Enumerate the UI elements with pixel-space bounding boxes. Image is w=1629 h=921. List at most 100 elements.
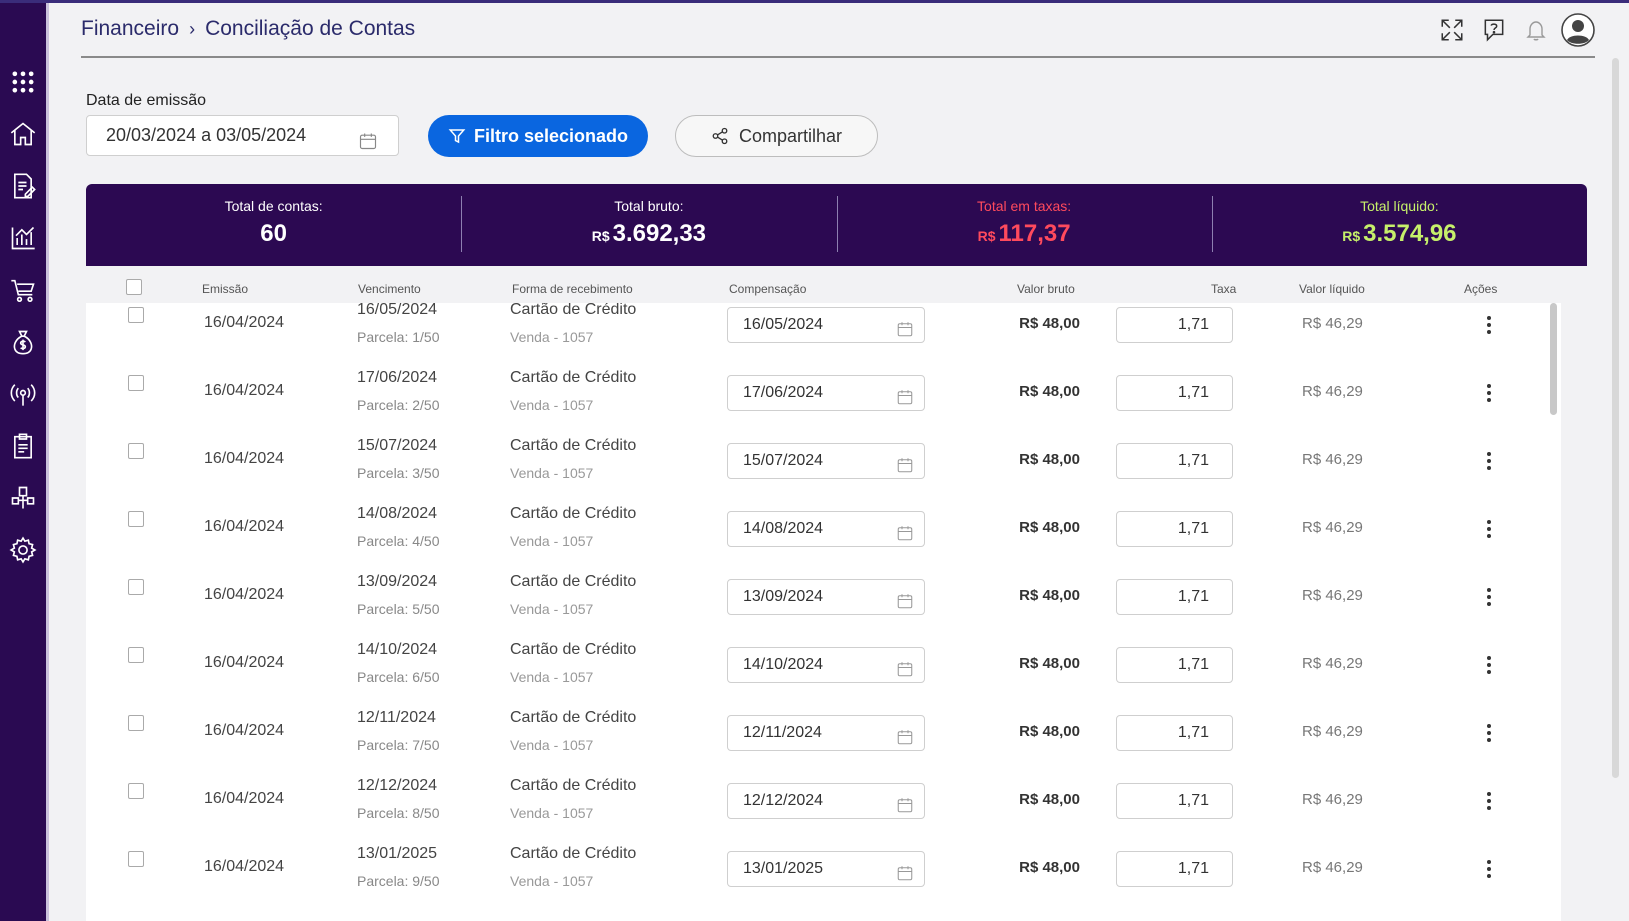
compensacao-date-input[interactable]: 12/12/2024 [727, 783, 925, 819]
filter-selected-button[interactable]: Filtro selecionado [428, 115, 648, 157]
forma-recebimento: Cartão de Crédito [510, 437, 637, 454]
compensacao-date-input[interactable]: 16/05/2024 [727, 307, 925, 343]
emissao-date: 16/04/2024 [204, 654, 285, 671]
more-actions-icon[interactable] [1479, 449, 1499, 473]
more-actions-icon[interactable] [1479, 789, 1499, 813]
broadcast-icon[interactable] [8, 379, 38, 409]
parcela-label: Parcela: 4/50 [357, 533, 440, 549]
valor-liquido: R$ 46,29 [1302, 587, 1363, 604]
column-vencimento[interactable]: Vencimento [358, 282, 421, 296]
compensacao-date-input[interactable]: 12/11/2024 [727, 715, 925, 751]
taxa-input[interactable]: 1,71 [1116, 307, 1233, 343]
date-range-input[interactable]: 20/03/2024 a 03/05/2024 [86, 115, 399, 156]
taxa-input[interactable]: 1,71 [1116, 715, 1233, 751]
compensacao-date-value: 12/11/2024 [743, 724, 822, 741]
more-actions-icon[interactable] [1479, 653, 1499, 677]
table-row: 16/04/2024 12/11/2024 Parcela: 7/50 Cart… [86, 700, 1561, 768]
calendar-icon[interactable] [896, 725, 914, 759]
taxa-input[interactable]: 1,71 [1116, 375, 1233, 411]
money-bag-icon[interactable] [8, 327, 38, 357]
taxa-input[interactable]: 1,71 [1116, 851, 1233, 887]
forma-recebimento: Cartão de Crédito [510, 505, 637, 522]
column-forma-recebimento[interactable]: Forma de recebimento [512, 282, 633, 296]
share-button[interactable]: Compartilhar [675, 115, 878, 157]
more-actions-icon[interactable] [1479, 313, 1499, 337]
row-checkbox[interactable] [128, 443, 144, 459]
plug-icon[interactable] [8, 483, 38, 513]
taxa-input[interactable]: 1,71 [1116, 511, 1233, 547]
row-checkbox[interactable] [128, 715, 144, 731]
select-all-checkbox[interactable] [126, 279, 142, 295]
document-edit-icon[interactable] [8, 171, 38, 201]
compensacao-date-value: 13/01/2025 [743, 860, 824, 877]
calendar-icon[interactable] [896, 453, 914, 487]
calendar-icon[interactable] [896, 793, 914, 827]
row-checkbox[interactable] [128, 307, 144, 323]
table-scrollbar[interactable] [1550, 303, 1557, 415]
valor-liquido: R$ 46,29 [1302, 859, 1363, 876]
calendar-icon[interactable] [896, 317, 914, 351]
calendar-icon[interactable] [358, 126, 378, 165]
vencimento-date: 12/11/2024 [357, 709, 436, 726]
row-checkbox[interactable] [128, 647, 144, 663]
apps-grid-icon[interactable] [8, 67, 38, 97]
table-body: 16/04/2024 16/05/2024 Parcela: 1/50 Cart… [86, 303, 1561, 921]
chart-icon[interactable] [8, 223, 38, 253]
row-checkbox[interactable] [128, 511, 144, 527]
venda-label: Venda - 1057 [510, 669, 594, 685]
row-checkbox[interactable] [128, 851, 144, 867]
taxa-input[interactable]: 1,71 [1116, 647, 1233, 683]
row-checkbox[interactable] [128, 375, 144, 391]
taxa-input[interactable]: 1,71 [1116, 443, 1233, 479]
taxa-input[interactable]: 1,71 [1116, 783, 1233, 819]
parcela-label: Parcela: 5/50 [357, 601, 440, 617]
clipboard-icon[interactable] [8, 431, 38, 461]
compensacao-date-input[interactable]: 17/06/2024 [727, 375, 925, 411]
more-actions-icon[interactable] [1479, 517, 1499, 541]
valor-bruto: R$ 48,00 [1019, 655, 1080, 672]
breadcrumb-chevron-icon: › [189, 18, 196, 39]
vencimento-date: 14/10/2024 [357, 641, 438, 658]
more-actions-icon[interactable] [1479, 857, 1499, 881]
parcela-label: Parcela: 2/50 [357, 397, 440, 413]
calendar-icon[interactable] [896, 521, 914, 555]
calendar-icon[interactable] [896, 385, 914, 419]
column-valor-bruto[interactable]: Valor bruto [1017, 282, 1075, 296]
vencimento-date: 16/05/2024 [357, 303, 438, 318]
breadcrumb-root[interactable]: Financeiro [81, 17, 180, 40]
home-icon[interactable] [8, 119, 38, 149]
row-checkbox[interactable] [128, 579, 144, 595]
compensacao-date-input[interactable]: 13/01/2025 [727, 851, 925, 887]
compensacao-date-input[interactable]: 14/08/2024 [727, 511, 925, 547]
more-actions-icon[interactable] [1479, 381, 1499, 405]
more-actions-icon[interactable] [1479, 585, 1499, 609]
compensacao-date-input[interactable]: 13/09/2024 [727, 579, 925, 615]
venda-label: Venda - 1057 [510, 873, 594, 889]
column-valor-liquido[interactable]: Valor líquido [1299, 282, 1365, 296]
valor-bruto: R$ 48,00 [1019, 791, 1080, 808]
taxa-input[interactable]: 1,71 [1116, 579, 1233, 615]
page-scrollbar[interactable] [1612, 58, 1619, 778]
more-actions-icon[interactable] [1479, 721, 1499, 745]
filter-icon [448, 129, 466, 144]
emissao-date: 16/04/2024 [204, 722, 285, 739]
gear-icon[interactable] [8, 535, 38, 565]
cart-icon[interactable] [8, 275, 38, 305]
help-chat-icon[interactable] [1477, 13, 1511, 47]
calendar-icon[interactable] [896, 657, 914, 691]
fullscreen-icon[interactable] [1435, 13, 1469, 47]
calendar-icon[interactable] [896, 589, 914, 623]
column-emissao[interactable]: Emissão [202, 282, 249, 296]
column-taxa[interactable]: Taxa [1211, 282, 1237, 296]
compensacao-date-value: 13/09/2024 [743, 588, 824, 605]
compensacao-date-input[interactable]: 15/07/2024 [727, 443, 925, 479]
sidebar [0, 3, 49, 921]
calendar-icon[interactable] [896, 861, 914, 895]
emissao-date: 16/04/2024 [204, 858, 285, 875]
user-avatar-icon[interactable] [1561, 13, 1595, 47]
bell-icon[interactable] [1519, 13, 1553, 47]
compensacao-date-input[interactable]: 14/10/2024 [727, 647, 925, 683]
column-compensacao[interactable]: Compensação [729, 282, 807, 296]
share-icon [712, 127, 728, 145]
row-checkbox[interactable] [128, 783, 144, 799]
